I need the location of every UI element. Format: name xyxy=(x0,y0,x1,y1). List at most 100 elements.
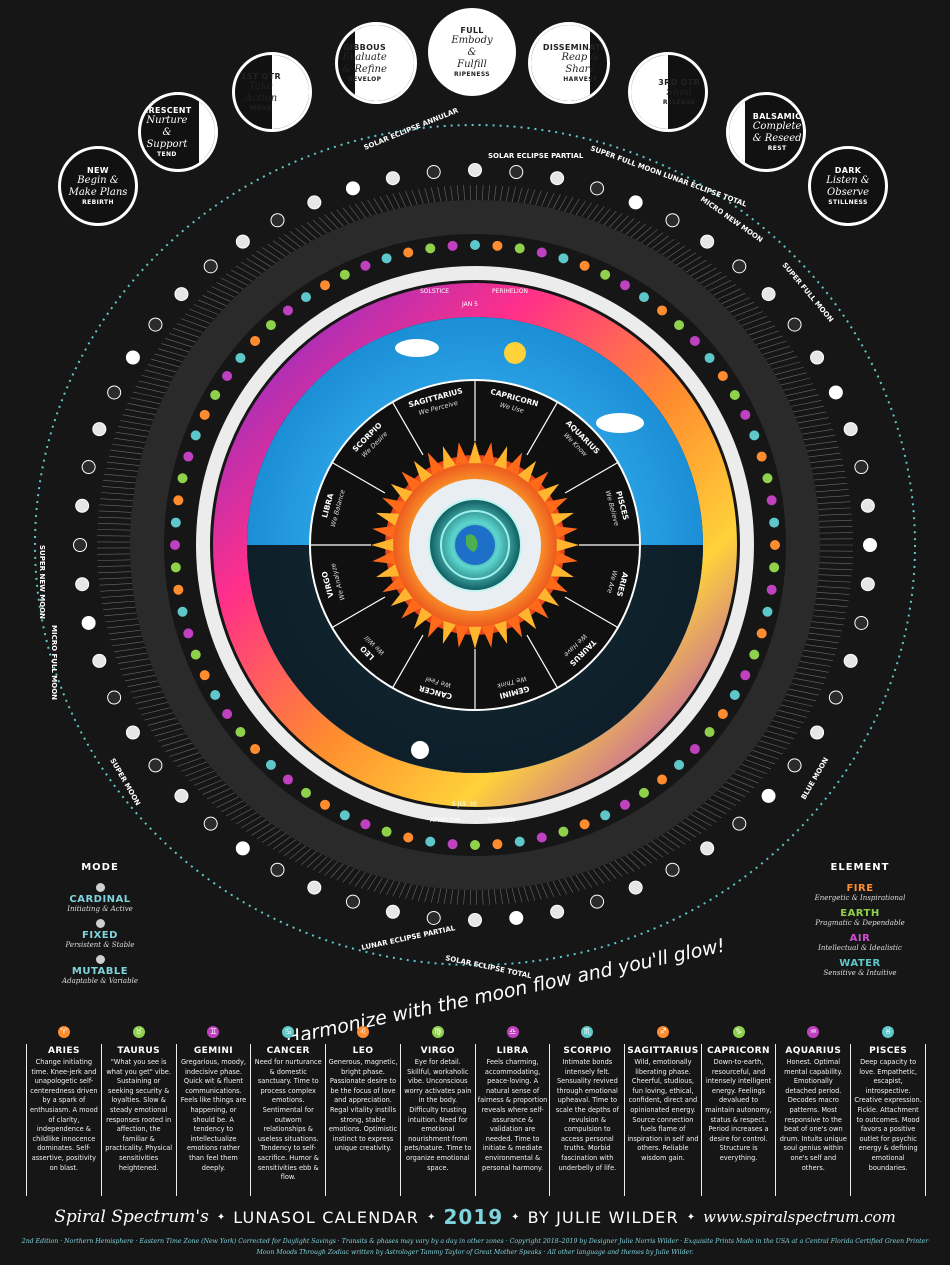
day-tick xyxy=(529,885,536,901)
day-tick xyxy=(278,839,296,853)
zodiac-glyph-dot xyxy=(339,810,350,821)
day-tick xyxy=(690,813,712,827)
day-tick xyxy=(141,707,171,715)
legend-item-cardinal: CARDINAL Initiating & Active xyxy=(40,883,160,913)
day-tick xyxy=(97,565,131,567)
day-tick xyxy=(158,348,186,358)
zodiac-glyph-dot xyxy=(704,727,715,738)
zodiac-name: VIRGO xyxy=(420,1046,455,1056)
legend-label: EARTH xyxy=(840,908,880,919)
day-tick xyxy=(240,261,262,275)
zodiac-glyph-dot xyxy=(689,744,700,755)
label-micro-full-moon: MICRO FULL MOON xyxy=(50,625,58,700)
day-tick xyxy=(517,887,523,903)
day-tick xyxy=(741,315,767,327)
legend-label: AIR xyxy=(849,933,871,944)
legend-item-water: WATER Sensitive & Intuitive xyxy=(790,958,930,977)
day-tick xyxy=(312,219,328,234)
day-tick xyxy=(646,232,664,246)
sun-ray xyxy=(427,614,444,638)
day-tick xyxy=(685,260,707,273)
day-tick xyxy=(768,725,798,734)
zodiac-glyph-dot xyxy=(674,320,685,331)
zodiac-column-libra: ♎ LIBRA Feels charming, accommodating, pea… xyxy=(474,1026,550,1196)
day-tick xyxy=(132,691,163,699)
zodiac-glyph-dot xyxy=(425,243,436,254)
day-tick xyxy=(651,235,669,249)
day-tick xyxy=(598,208,611,224)
date-band xyxy=(130,200,820,890)
zodiac-glyph-dot xyxy=(381,826,392,837)
moon-phase-dot xyxy=(628,880,643,895)
label-lunar-eclipse-partial: LUNAR ECLIPSE PARTIAL xyxy=(361,924,457,952)
moon-phase-dot xyxy=(345,181,360,196)
day-tick xyxy=(587,871,599,886)
day-tick xyxy=(108,455,141,461)
day-tick xyxy=(211,286,235,298)
moon-phase-dot xyxy=(628,195,643,210)
day-tick xyxy=(564,878,574,893)
moon-phase-dot xyxy=(92,653,107,668)
moon-phase-dot xyxy=(590,181,605,196)
zodiac-glyph-dot xyxy=(689,335,700,346)
day-tick xyxy=(733,306,759,318)
day-tick xyxy=(797,666,829,673)
day-tick xyxy=(806,446,839,452)
zodiac-glyph-dot xyxy=(282,774,293,785)
day-tick xyxy=(141,375,171,383)
moon-phase-dot xyxy=(426,910,441,925)
third-quarter-moon-icon xyxy=(631,55,668,129)
zodiac-name: LIBRA xyxy=(496,1046,529,1056)
phase-t2: & Reseed xyxy=(752,133,802,144)
day-tick xyxy=(685,817,707,830)
moon-phase-dot xyxy=(148,758,163,773)
day-tick xyxy=(301,225,317,239)
outer-dotted-orbit xyxy=(34,124,916,966)
zodiac-description: Down-to-earth, resourceful, and intensel… xyxy=(705,1058,772,1162)
day-tick xyxy=(614,860,629,875)
phase-t1: CRESCENT xyxy=(142,106,192,115)
day-tick xyxy=(330,212,344,227)
sun-ray xyxy=(554,525,578,539)
day-tick xyxy=(295,227,312,242)
moon-phase-dot xyxy=(81,615,96,630)
day-tick xyxy=(712,284,737,296)
zodiac-spoke xyxy=(526,401,559,456)
day-tick xyxy=(785,388,816,396)
day-tick xyxy=(765,730,794,739)
day-tick xyxy=(161,343,190,353)
moon-phase-dot xyxy=(385,171,400,186)
day-tick xyxy=(112,443,144,449)
day-tick xyxy=(733,772,759,784)
day-tick xyxy=(661,834,680,848)
phase-t3: HARVEST xyxy=(563,76,598,83)
day-tick xyxy=(575,874,586,890)
moon-phase-3rd-qtr: 3RD QTR Shed RELEASE xyxy=(628,52,708,132)
zodiac-description: Feels charming, accommodating, peace-lov… xyxy=(477,1058,548,1172)
zodiac-description: Eye for detail. Skillful, workaholic vib… xyxy=(404,1058,472,1172)
legend-description: Sensitive & Intuitive xyxy=(823,969,897,977)
phase-t2: Embody xyxy=(451,35,493,46)
moon-phase-dot xyxy=(509,910,524,925)
day-tick xyxy=(748,754,776,765)
moon-phase-dot xyxy=(732,816,747,831)
gibbous-moon-icon xyxy=(354,25,414,101)
day-tick xyxy=(803,434,836,441)
day-tick xyxy=(202,295,227,307)
website-link[interactable]: www.spiralspectrum.com xyxy=(703,1208,896,1226)
day-tick xyxy=(546,882,555,898)
day-tick xyxy=(417,885,424,902)
zodiac-column-virgo: ♍ VIRGO Eye for detail. Skillful, workahol… xyxy=(399,1026,475,1196)
zodiac-description: Gregarious, moody, indecisive phase. Qui… xyxy=(180,1058,247,1172)
sun-ray xyxy=(528,471,549,492)
day-tick xyxy=(103,479,136,484)
sun-ray xyxy=(382,576,406,593)
legend-description: Pragmatic & Dependable xyxy=(815,919,905,927)
element-legend-title: ELEMENT xyxy=(830,862,890,873)
moon-phase-dot xyxy=(270,862,285,877)
phase-t2: Fulfill xyxy=(457,59,487,70)
zodiac-name: AQUARIUS xyxy=(785,1046,842,1056)
day-tick xyxy=(819,562,853,564)
calendar-title: LUNASOL CALENDAR xyxy=(233,1207,420,1227)
day-tick xyxy=(737,311,763,322)
